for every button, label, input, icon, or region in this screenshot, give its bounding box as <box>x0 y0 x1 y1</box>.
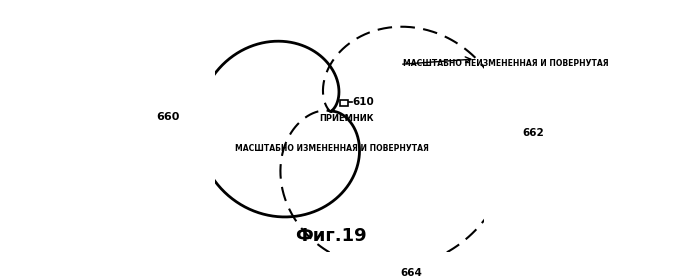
Text: МАСШТАБНО НЕИЗМЕНЕННАЯ И ПОВЕРНУТАЯ: МАСШТАБНО НЕИЗМЕНЕННАЯ И ПОВЕРНУТАЯ <box>403 59 608 68</box>
Text: Фиг.19: Фиг.19 <box>295 227 366 245</box>
Text: 664: 664 <box>401 268 422 278</box>
Text: МАСШТАБНО ИЗМЕНЕННАЯ И ПОВЕРНУТАЯ: МАСШТАБНО ИЗМЕНЕННАЯ И ПОВЕРНУТАЯ <box>235 144 428 153</box>
Text: 660: 660 <box>157 112 180 122</box>
Bar <box>340 100 347 106</box>
Text: 662: 662 <box>523 128 545 138</box>
Text: 610: 610 <box>353 97 375 107</box>
Text: ПРИЕМНИК: ПРИЕМНИК <box>319 114 373 123</box>
